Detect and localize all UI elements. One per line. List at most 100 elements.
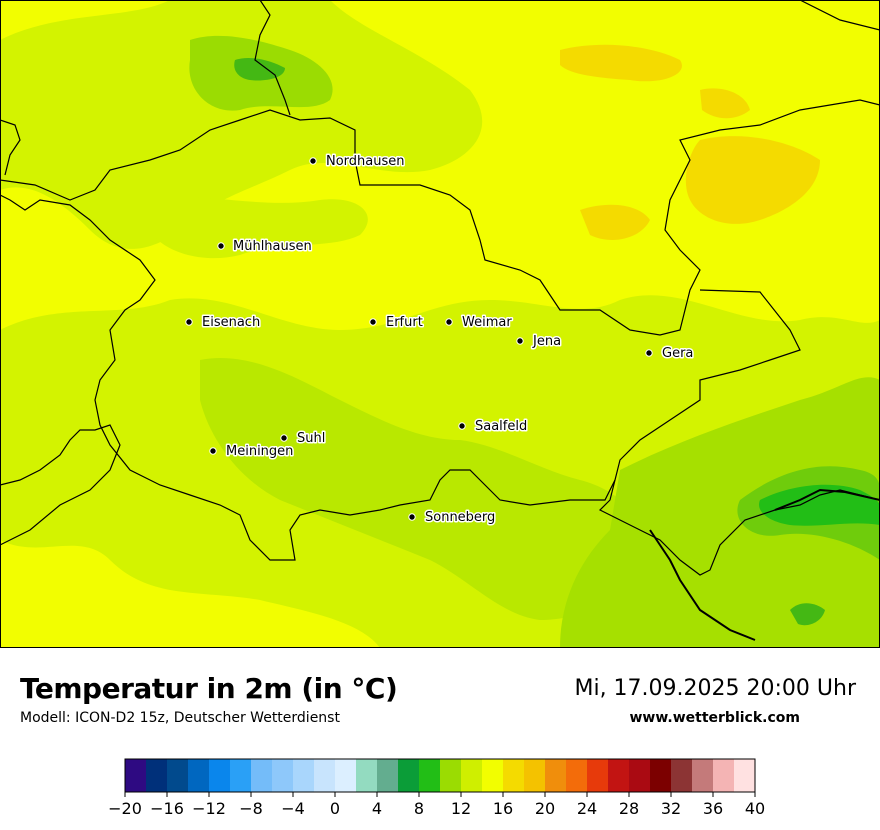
saxony-border [598,479,880,576]
temperature-map: Nordhausen Mühlhausen Eisenach Erfurt We… [0,0,880,648]
city-label: Weimar [462,315,512,330]
city-label: Eisenach [202,315,260,330]
legend-tick-label: 24 [577,799,597,818]
legend-swatch [125,759,147,792]
city-nordhausen: Nordhausen [309,153,406,171]
czech-border [649,529,756,641]
legend-swatch [419,759,441,792]
legend-swatch [671,759,693,792]
legend-swatch [335,759,357,792]
city-sonneberg: Sonneberg [408,509,497,527]
map-title: Temperatur in 2m (in °C) [20,672,398,705]
city-muehlhausen: Mühlhausen [217,238,313,256]
legend-swatch [650,759,672,792]
city-label: Nordhausen [326,154,405,169]
city-dot [209,447,217,455]
legend-tick-label: 4 [372,799,382,818]
field-16-area-east-2 [580,204,650,240]
city-dot [516,337,524,345]
field-16-area-east [685,136,820,224]
color-legend: −20 −16 −12 −8 −4 0 4 8 12 16 20 24 28 32 36 40 [108,758,765,818]
city-dot [185,318,193,326]
field-16-area-east-3 [700,88,750,119]
legend-swatch [734,759,756,792]
temperature-field [0,0,880,648]
legend-swatch [566,759,588,792]
legend-swatch [293,759,315,792]
city-gera: Gera [645,345,695,363]
legend-tick-label: 32 [661,799,681,818]
field-14-area-north-2 [150,197,368,259]
city-weimar: Weimar [445,314,514,332]
legend-swatch [356,759,378,792]
legend-tick-label: 8 [414,799,424,818]
harz-border [0,0,291,176]
field-8-area-south [790,603,825,626]
legend-swatch [608,759,630,792]
state-borders [0,0,880,641]
legend-swatch [167,759,189,792]
city-dot [217,242,225,250]
model-info: Modell: ICON-D2 15z, Deutscher Wetterdie… [20,710,340,726]
legend-swatch [482,759,504,792]
city-label: Suhl [297,431,325,446]
legend-tick-label: 12 [451,799,471,818]
legend-tick-label: −12 [192,799,226,818]
city-label: Mühlhausen [233,239,312,254]
legend-swatch [524,759,546,792]
legend-swatch [629,759,651,792]
legend-swatch [251,759,273,792]
field-14-area-north [0,0,483,249]
legend-tick-label: 28 [619,799,639,818]
city-dot [369,318,377,326]
legend-swatch [230,759,252,792]
city-label: Sonneberg [425,510,495,525]
legend-tick-label: −8 [239,799,263,818]
czech-border-2 [774,488,880,511]
legend-swatch [503,759,525,792]
city-label: Jena [532,334,561,349]
legend-frame [124,758,756,793]
legend-swatch [545,759,567,792]
legend-swatches [124,758,756,793]
city-suhl: Suhl [280,430,327,448]
legend-ticks: −20 −16 −12 −8 −4 0 4 8 12 16 20 24 28 32 36 40 [108,792,765,818]
legend-swatch [377,759,399,792]
city-dot [645,349,653,357]
city-label: Gera [662,346,693,361]
city-erfurt: Erfurt [369,314,424,332]
city-dot [280,434,288,442]
legend-swatch [461,759,483,792]
legend-tick-label: 16 [493,799,513,818]
field-12-area-southeast [560,377,880,648]
legend-tick-label: 36 [703,799,723,818]
legend-tick-label: 0 [330,799,340,818]
map-footer: Temperatur in 2m (in °C) Modell: ICON-D2… [0,648,880,830]
legend-swatch [587,759,609,792]
legend-swatch [713,759,735,792]
city-jena: Jena [516,333,563,351]
city-dot [458,422,466,430]
legend-tick-label: 40 [745,799,765,818]
city-eisenach: Eisenach [185,314,262,332]
city-label: Saalfeld [475,419,527,434]
city-label: Meiningen [226,444,293,459]
city-meiningen: Meiningen [209,443,295,461]
north-border [799,0,880,31]
legend-swatch [272,759,294,792]
legend-tick-label: −16 [150,799,184,818]
legend-swatch [188,759,210,792]
legend-tick-label: −20 [108,799,142,818]
legend-tick-label: 20 [535,799,555,818]
city-dot [445,318,453,326]
city-dot [309,157,317,165]
website-link[interactable]: www.wetterblick.com [629,710,801,726]
legend-swatch [692,759,714,792]
legend-swatch [314,759,336,792]
city-dot [408,513,416,521]
field-8-area-harz [234,57,285,81]
legend-swatch [440,759,462,792]
legend-swatch [146,759,168,792]
bavaria-border [0,424,121,546]
city-markers: Nordhausen Mühlhausen Eisenach Erfurt We… [185,153,695,527]
